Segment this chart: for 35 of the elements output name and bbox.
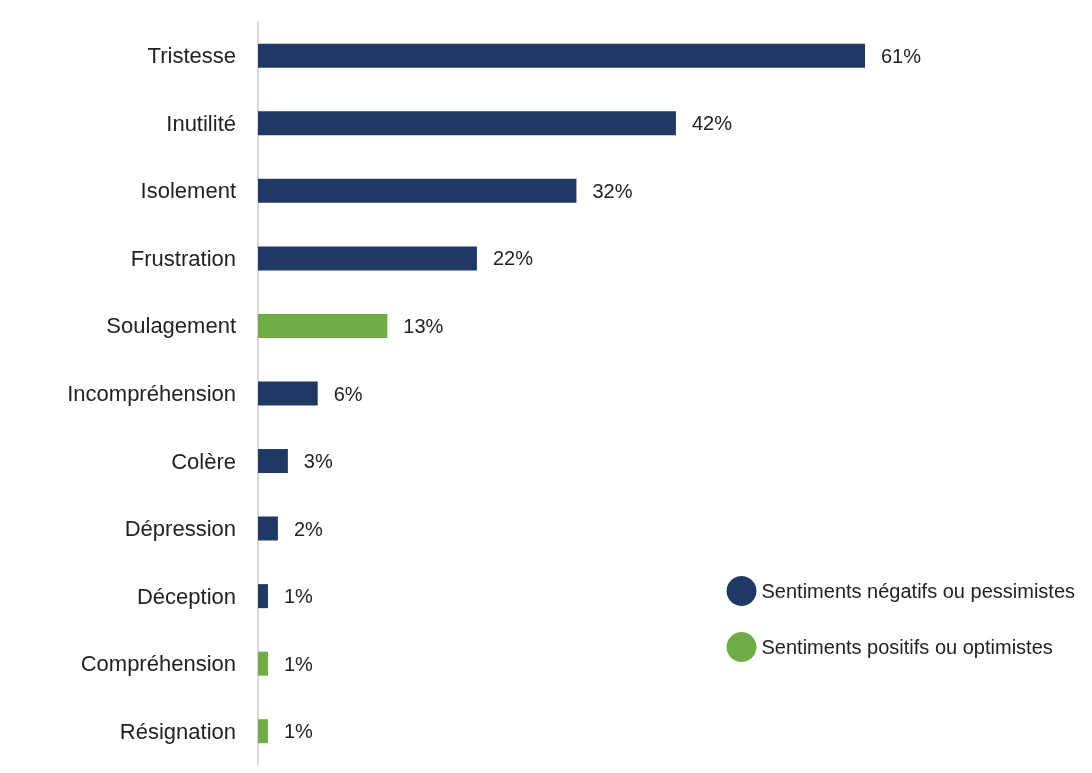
y-tick-label: Résignation bbox=[119, 718, 236, 744]
data-label: 13% bbox=[403, 314, 444, 337]
bar bbox=[258, 449, 288, 474]
y-tick-label: Incompréhension bbox=[67, 381, 236, 406]
data-label: 61% bbox=[881, 44, 922, 67]
data-label: 1% bbox=[283, 585, 314, 608]
y-tick-label: Soulagement bbox=[106, 313, 236, 339]
data-label: 42% bbox=[691, 112, 733, 135]
y-tick-label: Frustration bbox=[130, 245, 236, 271]
legend-label: Sentiments négatifs ou pessimistes bbox=[761, 580, 1076, 602]
data-label: 32% bbox=[592, 179, 633, 202]
bar bbox=[258, 43, 865, 68]
bar bbox=[258, 584, 268, 609]
y-tick-label: Colère bbox=[171, 448, 236, 474]
y-tick-label: Compréhension bbox=[80, 651, 236, 677]
y-tick-label: Déception bbox=[136, 583, 236, 609]
data-label: 3% bbox=[303, 450, 333, 473]
data-label: 1% bbox=[283, 720, 314, 743]
bar bbox=[258, 651, 268, 676]
y-tick-label: Isolement bbox=[140, 178, 236, 204]
bar bbox=[258, 381, 318, 406]
data-label: 22% bbox=[492, 247, 534, 270]
bar bbox=[258, 111, 676, 136]
y-tick-label: Inutilité bbox=[166, 110, 236, 136]
legend-label: Sentiments positifs ou optimistes bbox=[761, 636, 1053, 658]
y-tick-label: Tristesse bbox=[147, 43, 236, 69]
data-label: 1% bbox=[283, 652, 314, 675]
bar bbox=[258, 178, 577, 203]
bar bbox=[258, 719, 268, 744]
bar bbox=[258, 246, 477, 271]
data-label: 6% bbox=[333, 382, 363, 405]
y-tick-label: Dépression bbox=[124, 516, 236, 542]
bar bbox=[258, 313, 388, 338]
data-label: 2% bbox=[293, 517, 324, 540]
bar bbox=[258, 516, 278, 541]
